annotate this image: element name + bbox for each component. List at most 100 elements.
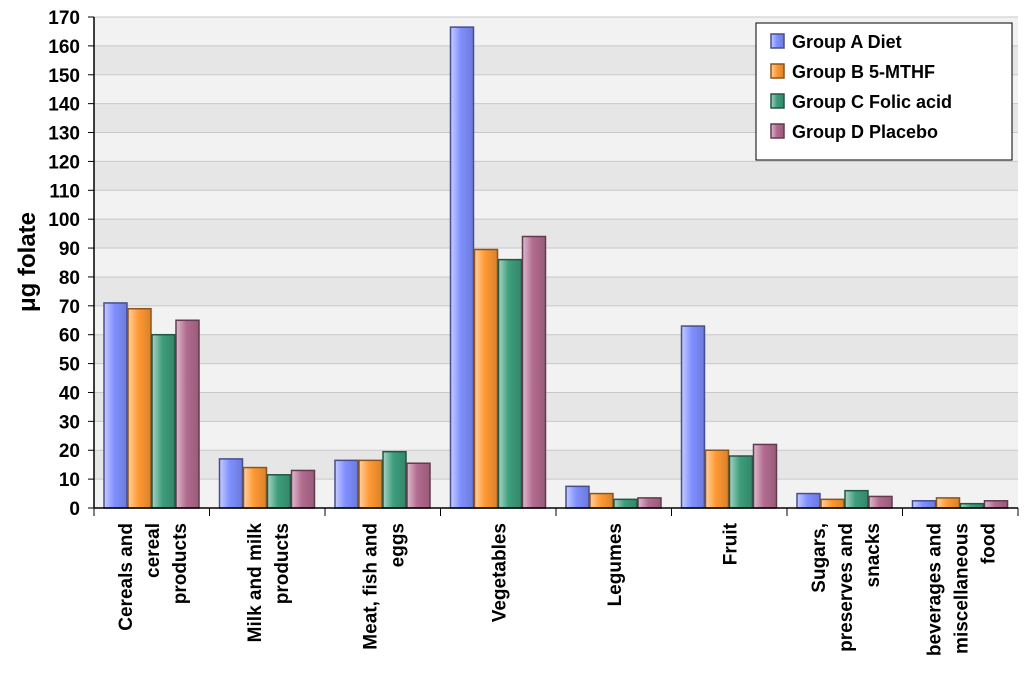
bar-group-a-diet-4 bbox=[565, 485, 590, 509]
bar-group-d-placebo-5 bbox=[752, 443, 778, 509]
y-tick-label: 10 bbox=[59, 470, 80, 491]
bar-group-a-diet-7 bbox=[911, 500, 937, 509]
legend-swatch bbox=[770, 63, 785, 79]
x-category-label-line: Meat, fish and bbox=[360, 523, 381, 650]
axes bbox=[88, 16, 1019, 516]
y-tick-label: 140 bbox=[48, 95, 80, 116]
legend-label: Group B 5-MTHF bbox=[792, 62, 935, 82]
bar-group-a-diet-6 bbox=[796, 492, 821, 509]
x-category-label: Vegetables bbox=[489, 523, 510, 622]
plot-band bbox=[94, 421, 1018, 451]
plot-band bbox=[94, 276, 1018, 306]
bar-group-d-placebo-4 bbox=[637, 497, 662, 509]
x-category-label-line: Fruit bbox=[720, 522, 741, 565]
bar-group-d-placebo-1 bbox=[290, 469, 316, 509]
bar-group-c-folic-acid-1 bbox=[266, 474, 292, 509]
x-category-label-line: Sugars, bbox=[809, 523, 830, 593]
y-tick-label: 100 bbox=[48, 210, 80, 231]
x-category-label-line: Cereals and bbox=[116, 523, 137, 631]
y-tick-label: 160 bbox=[48, 37, 80, 58]
x-category-label-line: beverages and bbox=[924, 523, 945, 656]
x-category-label-line: cereal bbox=[143, 523, 164, 578]
y-tick-label: 70 bbox=[59, 297, 80, 318]
x-category-label: Milk and milk products bbox=[245, 523, 293, 643]
bar-group-c-folic-acid-3 bbox=[497, 258, 523, 509]
bar-group-c-folic-acid-6 bbox=[844, 489, 869, 509]
bar-group-a-diet-5 bbox=[680, 325, 706, 509]
y-tick-label: 110 bbox=[49, 181, 80, 202]
y-tick-label: 90 bbox=[59, 239, 80, 260]
y-tick-labels: 0 10 20 30 40 50 60 70 80 90 100 110 120 130 140 150 160… bbox=[48, 8, 80, 520]
x-category-label: Fruit bbox=[720, 522, 741, 565]
y-tick-label: 0 bbox=[69, 499, 80, 520]
gridlines bbox=[94, 16, 1018, 509]
y-tick-label: 50 bbox=[59, 355, 80, 376]
bar-group-b-5-mthf-0 bbox=[127, 307, 152, 509]
legend-label: Group D Placebo bbox=[792, 122, 938, 142]
legend: Group A Diet Group B 5-MTHF Group C Folic … bbox=[755, 22, 1013, 161]
bar-group-c-folic-acid-4 bbox=[613, 498, 638, 509]
y-tick-label: 40 bbox=[59, 383, 80, 404]
y-tick-label: 80 bbox=[59, 268, 80, 289]
x-category-label-line: miscellaneous bbox=[951, 523, 972, 654]
plot-background bbox=[94, 17, 1018, 508]
x-category-label: Meat, fish and eggs bbox=[360, 523, 408, 650]
bar-group-b-5-mthf-3 bbox=[473, 248, 499, 509]
bar-group-b-5-mthf-5 bbox=[704, 449, 730, 509]
y-axis-title: μg folate bbox=[14, 212, 41, 312]
bar-group-b-5-mthf-4 bbox=[589, 492, 614, 509]
x-category-label-line: products bbox=[272, 523, 293, 604]
bar-group-a-diet-0 bbox=[103, 302, 128, 509]
x-category-label-line: Legumes bbox=[605, 523, 626, 606]
x-category-label-line: preserves and bbox=[836, 523, 857, 652]
x-category-labels: Cereals and cereal products Milk and milk pr… bbox=[116, 522, 1000, 656]
y-tick-label: 150 bbox=[48, 66, 80, 87]
plot-band bbox=[94, 248, 1018, 277]
bars bbox=[103, 26, 1009, 509]
plot-band bbox=[94, 392, 1018, 422]
legend-label: Group C Folic acid bbox=[792, 92, 952, 112]
legend-box bbox=[755, 22, 1013, 161]
x-category-label-line: products bbox=[170, 523, 191, 604]
y-tick-label: 170 bbox=[48, 8, 80, 29]
plot-band bbox=[94, 334, 1018, 364]
bar-group-d-placebo-0 bbox=[175, 319, 200, 509]
x-category-label-line: eggs bbox=[387, 523, 408, 567]
bar-group-c-folic-acid-5 bbox=[728, 455, 754, 509]
y-tick-label: 120 bbox=[48, 152, 80, 173]
x-category-label-line: Milk and milk bbox=[245, 523, 266, 643]
bar-group-b-5-mthf-6 bbox=[820, 498, 845, 509]
bar-group-d-placebo-3 bbox=[521, 235, 547, 509]
x-category-label-line: Vegetables bbox=[489, 523, 510, 622]
y-tick-label: 130 bbox=[48, 124, 80, 145]
bar-group-a-diet-3 bbox=[449, 26, 475, 509]
bar-group-b-5-mthf-1 bbox=[242, 466, 268, 509]
plot-band bbox=[94, 161, 1018, 191]
x-category-label: Sugars, preserves and snacks bbox=[809, 523, 884, 652]
y-tick-label: 30 bbox=[59, 412, 80, 433]
bar-group-a-diet-1 bbox=[218, 458, 244, 509]
plot-band bbox=[94, 190, 1018, 220]
x-category-label: Cereals and cereal products bbox=[116, 523, 191, 631]
bar-group-a-diet-2 bbox=[334, 459, 359, 509]
bar-group-c-folic-acid-0 bbox=[151, 333, 176, 509]
plot-band bbox=[94, 219, 1018, 249]
legend-swatch bbox=[770, 93, 785, 109]
x-category-label: beverages and miscellaneous food bbox=[924, 523, 999, 656]
x-category-label-line: food bbox=[978, 523, 999, 564]
x-category-label: Legumes bbox=[605, 523, 626, 606]
bar-group-b-5-mthf-2 bbox=[358, 459, 383, 509]
plot-band bbox=[94, 363, 1018, 393]
x-category-label-line: snacks bbox=[863, 523, 884, 587]
legend-label: Group A Diet bbox=[792, 32, 902, 52]
legend-swatch bbox=[770, 123, 785, 139]
bar-group-d-placebo-7 bbox=[983, 500, 1009, 509]
y-tick-label: 20 bbox=[59, 441, 80, 462]
y-tick-label: 60 bbox=[59, 326, 80, 347]
bar-group-c-folic-acid-2 bbox=[382, 450, 407, 509]
legend-swatch bbox=[770, 33, 785, 49]
bar-group-d-placebo-6 bbox=[868, 495, 893, 509]
bar-group-b-5-mthf-7 bbox=[935, 497, 961, 509]
plot-band bbox=[94, 305, 1018, 335]
